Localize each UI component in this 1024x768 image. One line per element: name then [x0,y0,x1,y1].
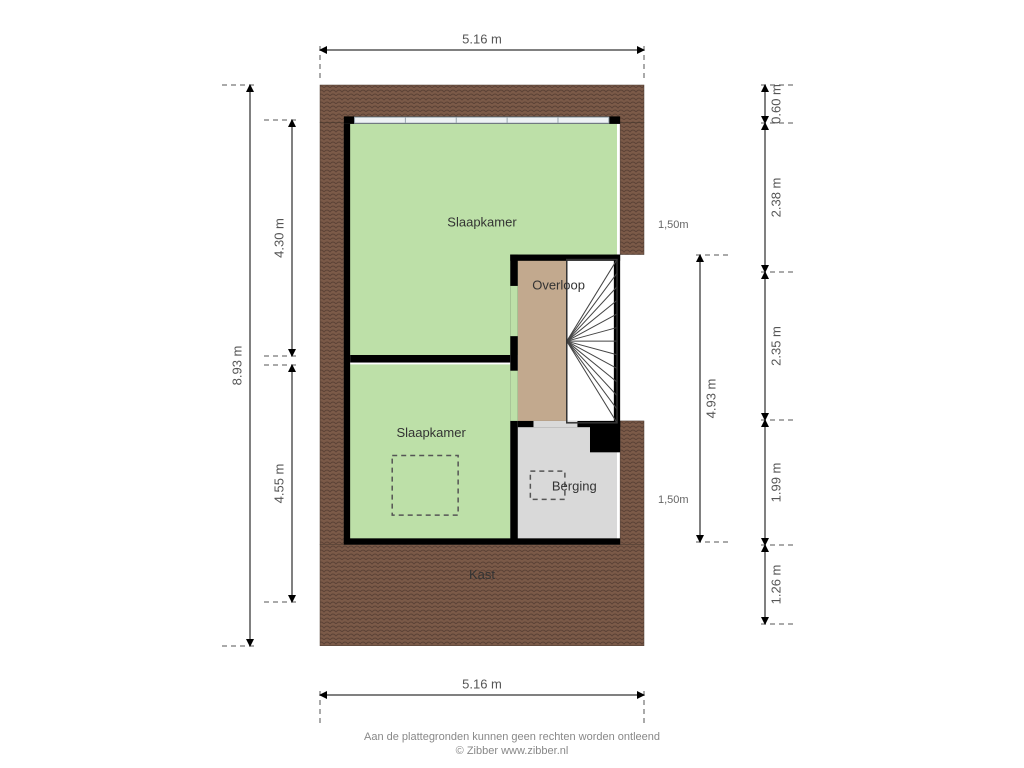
label-1-50m-bottom: 1,50m [658,494,689,506]
svg-text:5.16 m: 5.16 m [462,676,502,691]
window-icon [355,117,609,123]
svg-text:4.93 m: 4.93 m [703,379,718,419]
svg-text:2.38 m: 2.38 m [768,178,783,218]
svg-text:1.99 m: 1.99 m [768,463,783,503]
label-kast: Kast [469,567,495,582]
svg-text:5.16 m: 5.16 m [462,31,502,46]
svg-text:2.35 m: 2.35 m [768,326,783,366]
label-berging: Berging [552,478,597,493]
footer-line-1: Aan de plattegronden kunnen geen rechten… [364,731,660,743]
svg-text:8.93 m: 8.93 m [229,346,244,386]
label-overloop: Overloop [532,277,585,292]
svg-text:4.30 m: 4.30 m [271,218,286,258]
label-slaapkamer-top: Slaapkamer [447,215,517,230]
svg-text:1.26 m: 1.26 m [768,565,783,605]
label-1-50m-top: 1,50m [658,219,689,231]
svg-text:0.60 m: 0.60 m [768,84,783,124]
footer-line-2: © Zibber www.zibber.nl [456,745,569,757]
svg-text:4.55 m: 4.55 m [271,464,286,504]
label-slaapkamer-bottom: Slaapkamer [396,425,466,440]
floorplan-svg: Slaapkamer Slaapkamer Overloop Berging K… [0,0,1024,768]
